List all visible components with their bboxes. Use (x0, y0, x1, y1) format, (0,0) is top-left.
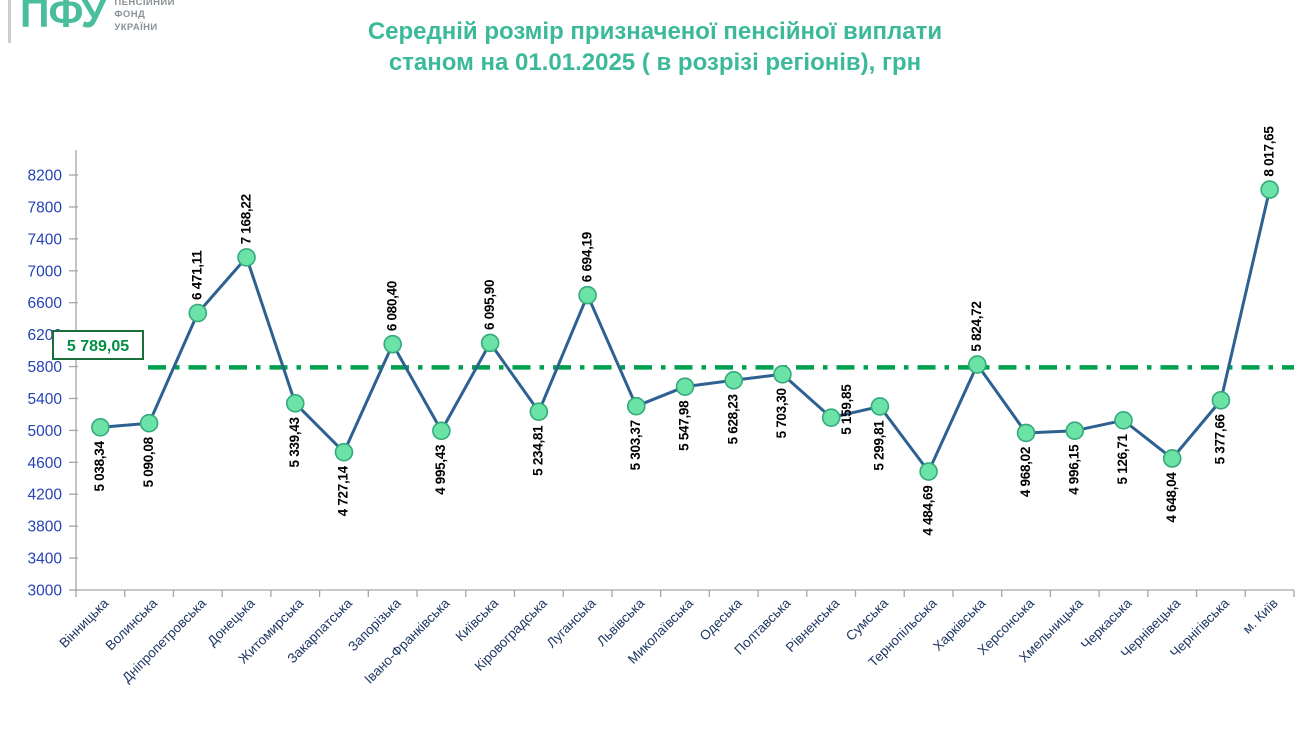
y-tick-label: 4200 (28, 487, 63, 504)
data-point-label: 5 824,72 (969, 301, 984, 351)
y-tick-label: 3000 (28, 583, 63, 600)
data-point-label: 5 038,34 (92, 441, 107, 492)
data-point-marker (1162, 449, 1182, 468)
y-tick-label: 6600 (28, 295, 63, 312)
data-point-marker (1016, 423, 1036, 443)
data-point-marker (188, 303, 208, 323)
data-point-marker (1211, 390, 1231, 410)
data-point-marker (237, 248, 256, 267)
data-point-label: 6 471,11 (190, 250, 205, 300)
data-point-label: 5 303,37 (628, 420, 643, 470)
average-label: 5 789,05 (67, 338, 129, 355)
data-point-marker (1065, 421, 1085, 441)
y-tick-label: 5000 (28, 423, 63, 440)
y-tick-label: 8200 (28, 168, 63, 185)
data-point-label: 5 628,23 (725, 393, 740, 444)
data-point-marker (870, 397, 890, 416)
logo-abbr: ПФУ (20, 0, 106, 36)
x-axis-label: м. Київ (1240, 596, 1281, 637)
y-tick-label: 5800 (28, 359, 63, 376)
data-point-label: 5 339,43 (287, 417, 302, 468)
data-point-label: 4 968,02 (1018, 447, 1033, 497)
logo-divider (8, 0, 11, 43)
logo-name-line: ФОНД (114, 9, 146, 21)
data-point-label: 5 377,66 (1213, 413, 1228, 464)
y-tick-label: 3400 (28, 551, 63, 568)
data-point-marker (334, 442, 354, 462)
x-axis-label: Одеська (697, 595, 745, 643)
data-point-marker (432, 421, 451, 441)
x-axis-label: Київська (453, 595, 502, 644)
y-tick-label: 3800 (28, 519, 63, 536)
data-point-label: 5 547,98 (677, 400, 692, 451)
data-point-marker (285, 394, 305, 413)
y-tick-label: 7000 (28, 263, 63, 280)
chart-title-line1: Середній розмір призначеної пенсійної ви… (367, 18, 943, 45)
data-point-marker (91, 418, 110, 437)
chart-title: Середній розмір призначеної пенсійної ви… (160, 16, 1150, 78)
pension-line-chart: 3000340038004200460050005400580062006600… (28, 126, 1295, 687)
data-point-label: 5 234,81 (531, 425, 546, 476)
data-point-marker (578, 285, 597, 305)
data-point-marker (529, 402, 549, 421)
data-point-label: 8 017,65 (1261, 126, 1276, 177)
x-axis-label: Рівненська (783, 595, 843, 655)
data-point-label: 5 299,81 (872, 420, 887, 471)
data-point-marker (1114, 410, 1133, 430)
logo-name-line: УКРАЇНИ (114, 21, 158, 33)
data-point-label: 5 090,08 (141, 436, 156, 487)
data-point-label: 6 095,90 (482, 280, 497, 330)
data-point-marker (773, 364, 792, 384)
average-label-box (52, 330, 144, 360)
chart-title-line2: станом на 01.01.2025 ( в розрізі регіоні… (388, 49, 922, 77)
data-point-marker (1260, 180, 1279, 199)
y-tick-label: 7400 (28, 231, 63, 248)
data-point-marker (383, 334, 402, 354)
data-point-marker (675, 377, 695, 396)
data-point-marker (626, 396, 646, 416)
x-axis-label: Дніпропетровська (119, 595, 209, 685)
data-point-label: 5 126,71 (1115, 434, 1130, 485)
data-point-marker (139, 413, 159, 433)
x-axis-label: Івано-Франківська (361, 595, 452, 686)
logo-name: ПЕНСІЙНИЙ ФОНД УКРАЇНИ (114, 0, 174, 34)
data-point-label: 4 484,69 (920, 486, 935, 536)
logo-name-line: ПЕНСІЙНИЙ (114, 0, 175, 8)
x-axis-label: Сумська (843, 595, 892, 644)
data-point-marker (919, 462, 938, 481)
pfu-logo: ПФУ ПЕНСІЙНИЙ ФОНД УКРАЇНИ (8, 0, 175, 43)
x-axis-label: Луганська (544, 595, 599, 650)
y-tick-label: 5400 (28, 391, 63, 408)
data-point-label: 7 168,22 (238, 194, 253, 244)
data-point-marker (968, 355, 987, 374)
y-tick-label: 7800 (28, 199, 63, 216)
data-point-label: 4 727,14 (336, 465, 351, 516)
data-point-label: 6 694,19 (579, 232, 594, 282)
data-point-label: 4 995,43 (433, 444, 448, 495)
data-point-marker (480, 333, 500, 353)
data-point-label: 6 080,40 (384, 281, 399, 331)
data-point-marker (821, 408, 841, 427)
data-point-marker (724, 370, 744, 390)
y-tick-label: 4600 (28, 455, 63, 472)
data-point-label: 5 703,30 (774, 388, 789, 438)
data-point-label: 5 159,85 (839, 384, 854, 435)
data-point-label: 4 996,15 (1066, 444, 1081, 495)
data-point-label: 4 648,04 (1164, 472, 1179, 523)
